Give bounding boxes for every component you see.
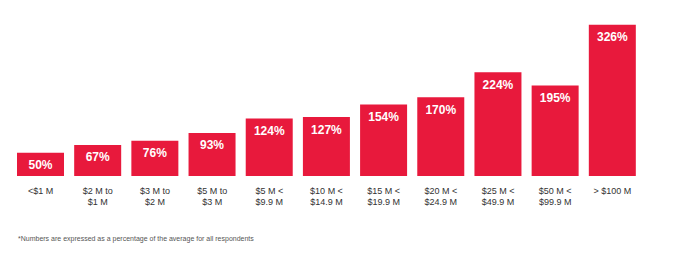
svg-text:170%: 170% xyxy=(425,103,456,117)
svg-text:<$1 M: <$1 M xyxy=(28,186,53,196)
svg-text:$5 M to$3 M: $5 M to$3 M xyxy=(197,186,227,207)
svg-text:124%: 124% xyxy=(254,124,285,138)
svg-text:$15 M <$19.9 M: $15 M <$19.9 M xyxy=(367,186,400,207)
html-text:*Numbers are expressed as a pe: *Numbers are expressed as a percentage o… xyxy=(18,235,254,242)
svg-text:67%: 67% xyxy=(86,150,110,164)
svg-text:195%: 195% xyxy=(540,91,571,105)
svg-text:154%: 154% xyxy=(368,110,399,124)
svg-text:$25 M <$49.9 M: $25 M <$49.9 M xyxy=(482,186,515,207)
svg-text:224%: 224% xyxy=(483,78,514,92)
svg-text:$50 M <$99.9 M: $50 M <$99.9 M xyxy=(539,186,572,207)
svg-text:326%: 326% xyxy=(597,30,628,44)
svg-text:76%: 76% xyxy=(143,146,167,160)
svg-text:$5 M <$9.9 M: $5 M <$9.9 M xyxy=(255,186,283,207)
svg-text:$20 M <$24.9 M: $20 M <$24.9 M xyxy=(424,186,457,207)
svg-text:$10 M <$14.9 M: $10 M <$14.9 M xyxy=(310,186,343,207)
svg-text:$3 M to$2 M: $3 M to$2 M xyxy=(140,186,170,207)
svg-text:93%: 93% xyxy=(200,138,224,152)
svg-text:50%: 50% xyxy=(28,158,52,172)
svg-text:127%: 127% xyxy=(311,123,342,137)
svg-text:> $100 M: > $100 M xyxy=(594,186,632,196)
svg-text:$2 M to$1 M: $2 M to$1 M xyxy=(83,186,113,207)
